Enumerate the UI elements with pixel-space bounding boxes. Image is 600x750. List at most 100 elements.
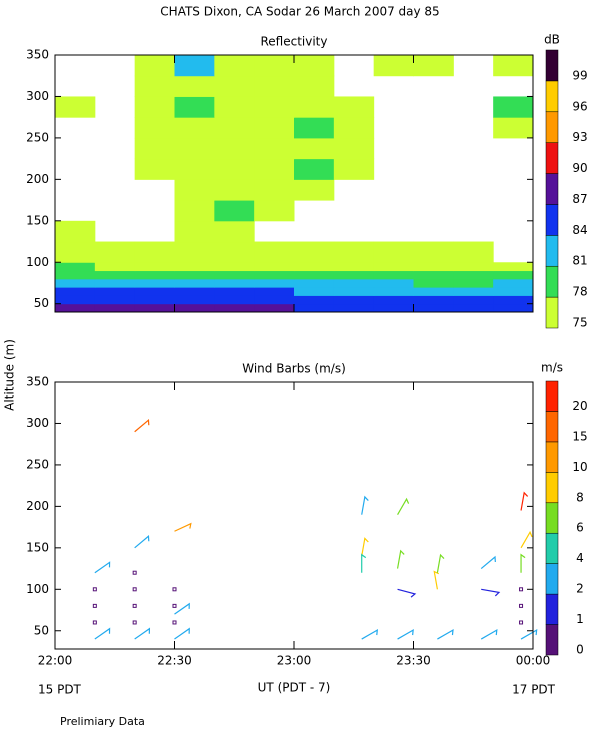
heat-cell (55, 220, 96, 243)
colorbar-tick-label: 15 (572, 429, 587, 443)
heat-cell (174, 241, 215, 263)
heat-cell (174, 220, 215, 243)
calm-marker (92, 587, 97, 592)
colorbar-tick-label: 99 (572, 68, 587, 82)
wind-barb (361, 553, 367, 573)
heat-cell (55, 303, 96, 313)
colorbar-band (545, 624, 559, 656)
wind-barb (520, 628, 538, 640)
heat-cell (94, 287, 136, 296)
heat-cell (373, 262, 414, 272)
colorbar-tick-label: 84 (572, 223, 587, 237)
heat-cell (214, 117, 255, 139)
heat-cell (94, 278, 136, 288)
heat-cell (254, 75, 295, 97)
colorbar-tick-label: 75 (572, 316, 587, 330)
heat-cell (174, 96, 215, 118)
footer-note: Prelimiary Data (60, 715, 145, 728)
heat-cell (174, 117, 215, 139)
x-tick-label: 23:00 (277, 654, 312, 668)
wind-barb (397, 497, 410, 515)
heat-cell (254, 55, 295, 77)
colorbar-band (545, 472, 559, 504)
heat-cell (174, 295, 215, 305)
heat-cell (453, 241, 494, 263)
wind-barb (436, 553, 445, 573)
heat-cell (134, 117, 175, 139)
heat-cell (294, 262, 335, 272)
calm-marker (519, 620, 524, 625)
heat-cell (134, 295, 175, 305)
colorbar-tick-label: 6 (576, 521, 584, 535)
plot-frame (54, 381, 534, 650)
colorbar-band (545, 173, 559, 205)
heat-cell (333, 117, 375, 139)
calm-marker (172, 603, 177, 608)
heat-cell (333, 278, 375, 288)
heat-cell (134, 96, 175, 118)
colorbar-tick-label: 10 (572, 460, 587, 474)
heat-cell (294, 295, 335, 305)
heat-cell (333, 287, 375, 296)
heat-cell (134, 287, 175, 296)
heat-cell (174, 200, 215, 222)
heat-cell (333, 270, 375, 280)
colorbar-tick-label: 90 (572, 161, 587, 175)
colorbar-tick-label: 20 (572, 399, 587, 413)
heat-cell (493, 303, 534, 313)
heat-cell (55, 287, 96, 296)
wind-barb (397, 588, 417, 598)
wind-barb (481, 588, 501, 597)
heat-cell (214, 303, 255, 313)
heat-cell (254, 278, 295, 288)
heat-cell (134, 241, 175, 263)
wind-barb (94, 627, 111, 640)
colorbar-tick-label: 87 (572, 192, 587, 206)
colorbar-band (545, 441, 559, 473)
heat-cell (294, 137, 335, 160)
colorbar-band (545, 142, 559, 174)
heat-cell (174, 137, 215, 160)
heat-cell (493, 278, 534, 288)
heat-cell (493, 55, 534, 77)
heat-cell (214, 158, 255, 180)
y-tick-label: 200 (26, 499, 49, 513)
heat-cell (214, 262, 255, 272)
heat-cell (333, 158, 375, 180)
colorbar-band (545, 49, 559, 82)
heat-cell (134, 75, 175, 97)
x-axis-label: UT (PDT - 7) (258, 681, 331, 695)
heat-cell (174, 303, 215, 313)
heat-cell (294, 55, 335, 77)
heat-cell (294, 179, 335, 201)
wind-barb (520, 530, 533, 549)
colorbar-tick-label: 2 (576, 582, 584, 596)
heat-cell (453, 287, 494, 296)
y-tick-label: 300 (26, 89, 49, 103)
heat-cell (55, 270, 96, 280)
heat-cell (94, 295, 136, 305)
heat-cell (333, 303, 375, 313)
calm-marker (92, 603, 97, 608)
heat-cell (174, 278, 215, 288)
colorbar-label: m/s (541, 361, 563, 375)
colorbar-tick-label: 78 (572, 285, 587, 299)
heat-cell (134, 137, 175, 160)
heat-cell (373, 241, 414, 263)
colorbar-band (545, 204, 559, 236)
heat-cell (174, 287, 215, 296)
wind-barb (94, 561, 111, 574)
y-axis-label: Altitude (m) (3, 339, 17, 411)
calm-marker (132, 620, 137, 625)
heat-cell (214, 55, 255, 77)
heat-cell (373, 55, 414, 77)
calm-marker (92, 620, 97, 625)
heat-cell (294, 287, 335, 296)
heat-cell (413, 287, 454, 296)
colorbar-tick-label: 96 (572, 99, 587, 113)
heat-cell (134, 303, 175, 313)
heat-cell (493, 262, 534, 272)
y-tick-label: 100 (26, 255, 49, 269)
heat-cell (294, 96, 335, 118)
